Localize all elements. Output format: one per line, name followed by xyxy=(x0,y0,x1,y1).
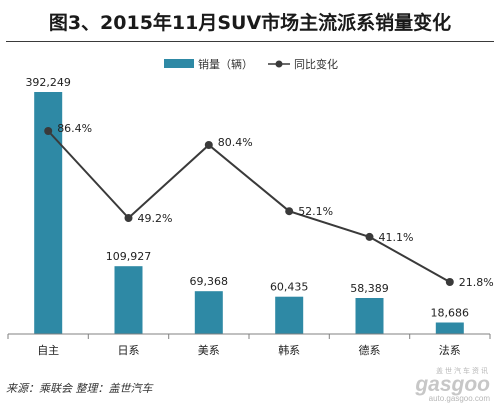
bar-value-label-5: 18,686 xyxy=(431,307,470,320)
watermark-url: auto.gasgoo.com xyxy=(428,394,490,403)
growth-point-0 xyxy=(44,127,53,135)
line-series xyxy=(44,127,454,286)
bar-3 xyxy=(275,296,304,334)
bar-value-label-0: 392,249 xyxy=(25,76,71,89)
watermark: 盖世汽车资讯 gasgoo auto.gasgoo.com xyxy=(415,366,490,403)
bar-value-labels: 392,249 109,927 69,368 60,435 58,389 18,686 xyxy=(25,76,469,320)
growth-point-5 xyxy=(445,278,454,286)
growth-point-4 xyxy=(365,232,374,241)
category-label-3: 韩系 xyxy=(278,343,300,357)
bar-5 xyxy=(435,322,464,334)
x-axis-ticks xyxy=(7,334,491,339)
growth-label-5: 21.8% xyxy=(459,276,494,289)
bar-2 xyxy=(194,291,223,334)
legend-bar-label: 销量（辆） xyxy=(198,57,253,71)
chart-title: 图3、2015年11月SUV市场主流派系销量变化 xyxy=(48,12,452,34)
legend-bar-swatch xyxy=(164,59,194,68)
growth-label-2: 80.4% xyxy=(218,136,253,149)
legend-line-marker xyxy=(275,60,283,68)
title-divider xyxy=(6,41,494,42)
bar-value-label-2: 69,368 xyxy=(190,275,229,288)
bar-value-label-1: 109,927 xyxy=(106,250,152,263)
category-label-4: 德系 xyxy=(359,343,381,357)
growth-point-3 xyxy=(285,207,294,216)
category-label-2: 美系 xyxy=(198,344,220,357)
legend-line-label: 同比变化 xyxy=(294,57,338,71)
watermark-top: 盖世汽车资讯 xyxy=(436,368,490,375)
bar-4 xyxy=(355,298,384,334)
watermark-logo: gasgoo xyxy=(415,373,490,396)
growth-label-1: 49.2% xyxy=(138,212,173,225)
growth-label-0: 86.4% xyxy=(57,122,92,135)
legend: 销量（辆） 同比变化 xyxy=(164,57,338,71)
growth-point-1 xyxy=(124,214,133,222)
category-label-1: 日系 xyxy=(118,344,140,357)
growth-point-2 xyxy=(204,141,213,149)
category-labels: 自主 日系 美系 韩系 德系 法系 xyxy=(37,343,461,357)
bar-series xyxy=(34,92,464,334)
growth-label-3: 52.1% xyxy=(298,205,333,218)
bar-1 xyxy=(114,266,143,334)
growth-label-4: 41.1% xyxy=(379,231,414,244)
growth-line xyxy=(47,130,451,283)
source-note: 来源：乘联会 整理：盖世汽车 xyxy=(6,382,153,395)
bar-value-label-3: 60,435 xyxy=(270,281,309,294)
category-label-5: 法系 xyxy=(439,343,461,357)
bar-value-label-4: 58,389 xyxy=(350,282,389,295)
line-value-labels: 86.4% 49.2% 80.4% 52.1% 41.1% 21.8% xyxy=(57,122,494,289)
category-label-0: 自主 xyxy=(37,344,59,357)
